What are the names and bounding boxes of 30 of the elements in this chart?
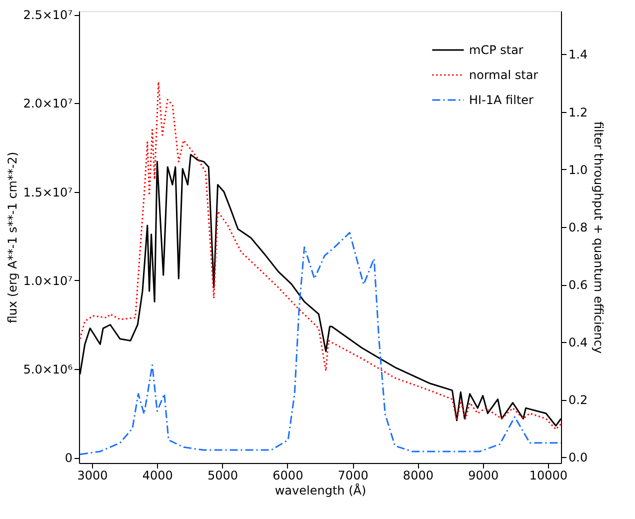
x-tick-label: 4000 [142,468,173,482]
x-tick-label: 10000 [529,468,568,482]
line-series [79,232,561,456]
legend-label: normal star [469,68,538,82]
y2-tick-label: 0.0 [568,450,588,465]
x-tick-label: 7000 [338,468,368,482]
x-tick-label: 6000 [272,468,304,482]
y2-tick-label: 0.8 [568,220,588,234]
y-tick-label: 5.0×10⁶ [23,362,73,377]
y-tick-label: 1.0×10⁷ [23,274,73,288]
y2-tick-label: 0.6 [568,278,588,292]
y-axis-title: flux (erg A**-1 s**-1 cm**-2) [5,152,20,324]
x-tick-label: 3000 [77,468,108,482]
legend-label: HI-1A filter [469,93,534,107]
y-tick-label: 0 [64,451,72,466]
x-tick-label: 8000 [402,468,434,482]
y2-tick-label: 1.4 [568,48,588,62]
x-tick-label: 5000 [208,468,238,482]
x-tick-label: 9000 [468,468,499,482]
y-tick-label: 1.5×10⁷ [23,185,73,200]
legend-label: mCP star [469,43,524,57]
y2-tick-label: 0.2 [568,393,588,408]
y2-tick-label: 0.4 [568,336,588,350]
line-series [79,81,561,430]
y2-tick-label: 1.0 [568,162,588,177]
y-tick-label: 2.5×10⁷ [23,8,73,22]
y2-axis-title: filter throughput + quantum efficiency [592,121,606,354]
y2-tick-label: 1.2 [568,105,588,120]
x-axis-title: wavelength (Å) [274,482,366,498]
y-tick-label: 2.0×10⁷ [23,96,73,111]
